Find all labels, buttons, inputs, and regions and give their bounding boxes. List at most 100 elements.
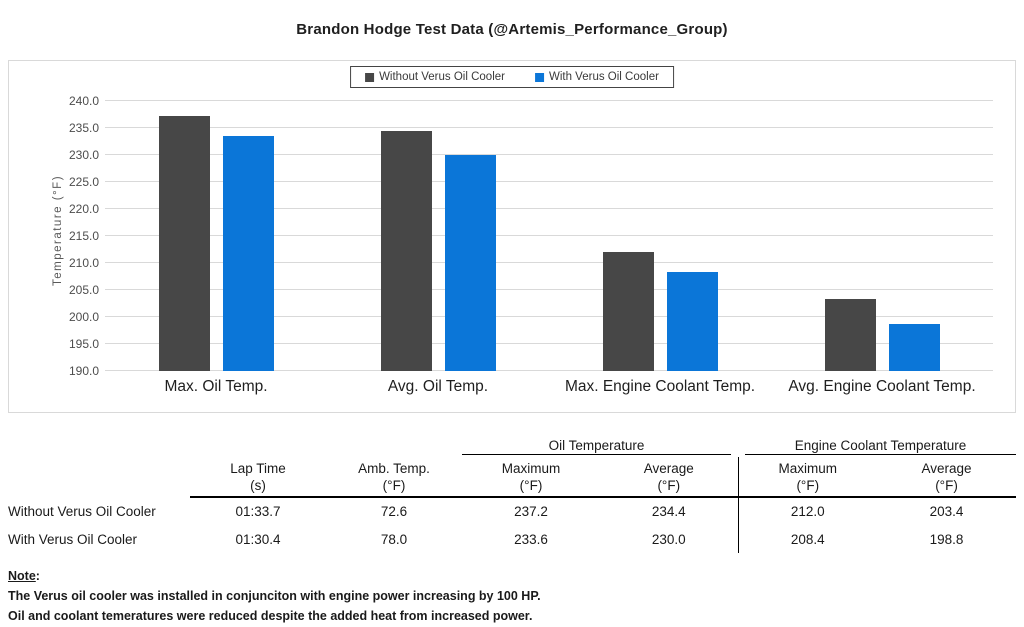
note-line: Oil and coolant temeratures were reduced… xyxy=(8,609,533,623)
y-tick-label: 235.0 xyxy=(68,121,99,135)
x-axis-category-labels: Max. Oil Temp. Avg. Oil Temp. Max. Engine … xyxy=(105,375,993,399)
y-tick-label: 195.0 xyxy=(68,337,99,351)
x-category-label: Avg. Oil Temp. xyxy=(387,378,489,395)
gridline xyxy=(105,316,993,317)
gridline xyxy=(105,289,993,290)
y-tick-label: 230.0 xyxy=(68,148,99,162)
category-group xyxy=(105,101,327,371)
y-tick-label: 200.0 xyxy=(68,310,99,324)
column-header-label: Average xyxy=(643,460,694,476)
cell-coolant-maximum: 208.4 xyxy=(737,525,878,553)
plot-area xyxy=(105,89,993,371)
x-category-label: Avg. Engine Coolant Temp. xyxy=(788,378,976,395)
column-header-label: Average xyxy=(921,460,972,476)
y-tick-label: 240.0 xyxy=(68,94,99,108)
y-tick-label: 190.0 xyxy=(68,364,99,378)
column-header-oil-maximum: Maximum (°F) xyxy=(462,457,600,498)
group-header-label: Oil Temperature xyxy=(462,438,732,455)
gridline xyxy=(105,100,993,101)
y-tick-label: 205.0 xyxy=(68,283,99,297)
gridline xyxy=(105,154,993,155)
y-tick-label: 225.0 xyxy=(68,175,99,189)
x-category-label: Max. Oil Temp. xyxy=(164,378,268,395)
gridline xyxy=(105,370,993,371)
cell-oil-average: 230.0 xyxy=(651,531,686,547)
note-line: The Verus oil cooler was installed in co… xyxy=(8,589,541,603)
chart-legend: Without Verus Oil Cooler With Verus Oil … xyxy=(350,66,674,88)
column-header-coolant-average: Average (°F) xyxy=(877,457,1017,498)
table-header-row: Lap Time (s) Amb. Temp. (°F) Maximum (°F… xyxy=(8,457,1017,498)
column-header-unit: (°F) xyxy=(519,477,543,493)
column-header-label: Maximum xyxy=(501,460,561,476)
column-header-unit: (s) xyxy=(250,477,266,493)
column-header-label: Lap Time xyxy=(230,460,286,476)
legend-swatch-icon xyxy=(365,72,375,82)
category-group xyxy=(549,101,771,371)
group-header-label: Engine Coolant Temperature xyxy=(745,438,1017,455)
cell-coolant-average: 203.4 xyxy=(929,504,964,519)
note-block: Note: The Verus oil cooler was installed… xyxy=(8,566,541,626)
cell-oil-maximum: 233.6 xyxy=(514,531,548,547)
legend-label: Without Verus Oil Cooler xyxy=(379,71,505,83)
group-header-oil-temperature: Oil Temperature xyxy=(462,435,738,457)
y-tick-label: 220.0 xyxy=(68,202,99,216)
table-spacer-cell xyxy=(8,435,462,457)
cell-amb-temp: 78.0 xyxy=(380,531,408,547)
gridline xyxy=(105,262,993,263)
column-header-oil-average: Average (°F) xyxy=(600,457,739,498)
results-table: Oil Temperature Engine Coolant Temperatu… xyxy=(8,435,1017,553)
bar-with-verus-oil-cooler xyxy=(888,323,940,371)
bar-without-verus-oil-cooler xyxy=(380,131,432,371)
bar-without-verus-oil-cooler xyxy=(158,116,210,371)
cell-lap-time: 01:30.4 xyxy=(235,531,281,547)
column-header-label: Amb. Temp. xyxy=(358,460,430,476)
bar-without-verus-oil-cooler xyxy=(602,252,654,371)
note-title: Note: xyxy=(8,566,541,586)
table-group-header-row: Oil Temperature Engine Coolant Temperatu… xyxy=(8,435,1017,457)
column-header-unit: (°F) xyxy=(657,477,681,493)
legend-swatch-icon xyxy=(534,72,544,82)
gridline xyxy=(105,235,993,236)
bar-without-verus-oil-cooler xyxy=(824,298,876,371)
column-header-unit: (°F) xyxy=(935,477,958,493)
cell-oil-maximum: 237.2 xyxy=(514,504,548,519)
note-label: Note xyxy=(8,569,36,583)
gridline xyxy=(105,208,993,209)
page-title: Brandon Hodge Test Data (@Artemis_Perfor… xyxy=(296,21,728,38)
column-header-amb-temp: Amb. Temp. (°F) xyxy=(326,457,462,498)
column-header-coolant-maximum: Maximum (°F) xyxy=(737,457,878,498)
bar-with-verus-oil-cooler xyxy=(222,135,274,371)
table-row-with-verus: With Verus Oil Cooler 01:30.4 78.0 233.6… xyxy=(8,525,1016,553)
cell-coolant-maximum: 212.0 xyxy=(737,497,878,525)
gridline xyxy=(105,181,993,182)
legend-item-with-verus: With Verus Oil Cooler xyxy=(534,71,659,83)
table-row-without-verus: Without Verus Oil Cooler 01:33.7 72.6 23… xyxy=(8,497,1016,525)
bar-with-verus-oil-cooler xyxy=(444,155,496,371)
gridline xyxy=(105,127,993,128)
category-group xyxy=(771,101,993,371)
legend-item-without-verus: Without Verus Oil Cooler xyxy=(365,71,505,83)
y-tick-label: 210.0 xyxy=(68,256,99,270)
bar-with-verus-oil-cooler xyxy=(666,271,718,371)
legend-label: With Verus Oil Cooler xyxy=(548,71,659,83)
cell-lap-time: 01:33.7 xyxy=(235,504,281,519)
group-header-engine-coolant-temperature: Engine Coolant Temperature xyxy=(738,435,1017,457)
cell-coolant-average: 198.8 xyxy=(929,531,964,547)
note-colon: : xyxy=(35,569,40,583)
bar-chart: Without Verus Oil Cooler With Verus Oil … xyxy=(8,60,1016,413)
grid-area xyxy=(105,100,993,371)
column-header-unit: (°F) xyxy=(382,477,406,493)
row-label: Without Verus Oil Cooler xyxy=(8,503,156,519)
column-header-lap-time: Lap Time (s) xyxy=(190,457,326,498)
column-header-label: Maximum xyxy=(778,460,838,476)
y-tick-label: 215.0 xyxy=(68,229,99,243)
x-category-label: Max. Engine Coolant Temp. xyxy=(564,378,756,395)
bars-row xyxy=(105,101,993,371)
cell-amb-temp: 72.6 xyxy=(380,504,408,519)
y-axis-tick-labels: 190.0 195.0 200.0 205.0 210.0 215.0 220.0 225.0… xyxy=(9,89,99,378)
cell-oil-average: 234.4 xyxy=(651,504,686,519)
column-header-unit: (°F) xyxy=(796,477,820,493)
category-group xyxy=(327,101,549,371)
gridline xyxy=(105,343,993,344)
